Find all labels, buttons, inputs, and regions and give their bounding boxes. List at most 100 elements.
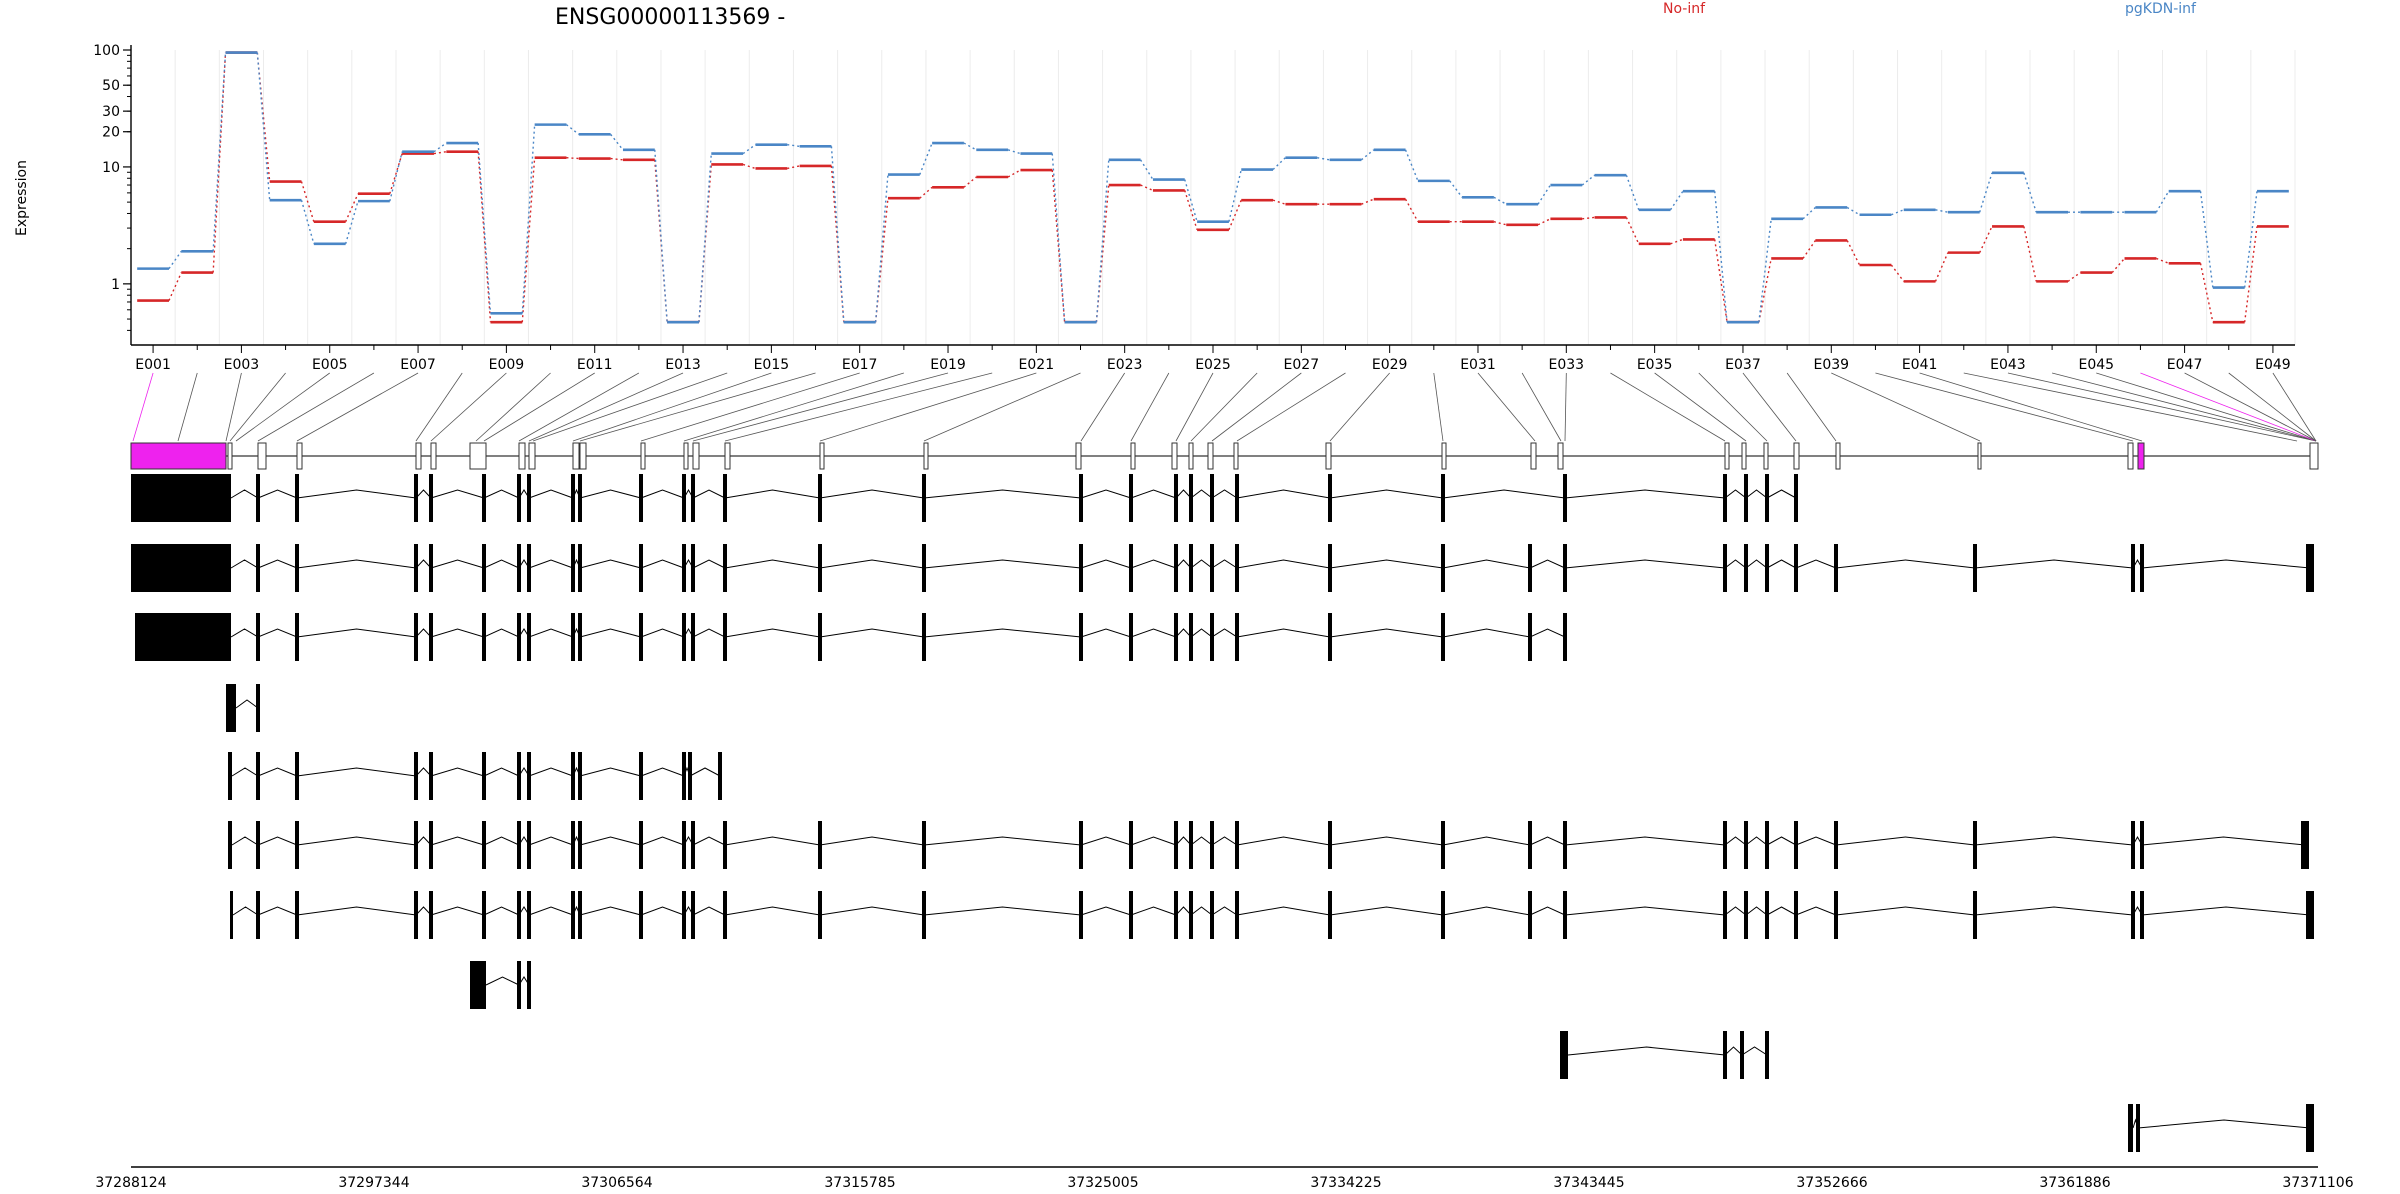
x-tick-label: E019 [930,357,966,373]
transcript-exon [2131,544,2135,592]
x-tick-label: E031 [1460,357,1496,373]
transcript-exon [1328,891,1332,939]
transcript-intron [235,699,259,709]
transcript-exon [1189,613,1193,661]
exon-box [257,442,267,470]
exon-map-line [2272,372,2317,442]
transcript-exon [1973,821,1977,869]
transcript-exon [131,544,231,592]
genomic-axis-label: 37334225 [1310,1175,1381,1190]
transcript-exon [1723,1031,1727,1079]
chart-title: ENSG00000113569 - [555,5,785,30]
transcript-exon [527,891,531,939]
exon-map-line [724,372,993,442]
exon-box [1557,442,1564,470]
x-tick-label: E005 [312,357,348,373]
legend-no-inf: No-inf [1663,1,1706,17]
transcript-intron [231,835,2306,846]
exon-map-line [1742,372,1797,442]
transcript-exon [1765,474,1769,522]
transcript-exon [1563,891,1567,939]
transcript-exon [578,613,582,661]
transcript-exon [682,613,686,661]
transcript-exon [818,613,822,661]
transcript-exon [1129,474,1133,522]
transcript-exon [1235,613,1239,661]
transcript-exon [1834,891,1838,939]
transcript-exon [228,752,232,800]
transcript-exon [527,613,531,661]
transcript-exon [571,474,575,522]
x-tick-label: E037 [1725,357,1761,373]
transcript-exon [682,752,686,800]
exon-map-line [475,372,551,442]
transcript-exon [571,544,575,592]
transcript-exon [2140,891,2144,939]
transcript-exon [2128,1104,2133,1152]
legend-pgkdn-inf: pgKDN-inf [2125,1,2197,17]
transcript-exon [414,474,418,522]
transcript-exon [295,891,299,939]
exon-map-line [2007,372,2317,442]
exon-box [683,442,689,470]
transcript-exon [1129,821,1133,869]
transcript-exon [1744,474,1748,522]
gene-model [130,372,2319,470]
transcript-intron [230,558,2311,569]
transcript-exon [1210,474,1214,522]
transcript-exon [517,891,521,939]
transcript-exon [723,891,727,939]
transcript-exon [1744,821,1748,869]
transcript-exon [1563,544,1567,592]
exon-map-line [572,372,772,442]
transcript-exon [482,821,486,869]
transcript-exon [571,613,575,661]
transcript-exon [688,752,692,800]
transcript-exon [1079,544,1083,592]
transcript-exon [1328,613,1332,661]
y-tick-label: 50 [102,78,120,94]
exon-map-line [1477,372,1536,442]
transcript-exon [527,961,531,1009]
transcript-intron [230,627,1566,638]
exon-map-line [483,372,595,442]
exon-map-line [1875,372,2134,442]
transcript-exon [723,821,727,869]
transcript-exon [429,474,433,522]
transcript-exon [482,752,486,800]
transcript-intron [232,905,2311,916]
transcript-exon [429,891,433,939]
exon-box [1763,442,1769,470]
transcript-exon [414,891,418,939]
exon-map-line [1521,372,1562,442]
exon-box [1325,442,1332,470]
x-tick-label: E033 [1549,357,1585,373]
transcript-exon [578,821,582,869]
exon-box [528,442,536,470]
transcript-exon [230,891,233,939]
transcript-exon [429,821,433,869]
exon-map-line [819,372,1037,442]
x-tick-label: E007 [400,357,436,373]
exon-map-line [1610,372,1726,442]
transcript-exon [1235,544,1239,592]
transcript-exon [429,752,433,800]
genomic-axis-label: 37288124 [95,1175,166,1190]
transcript-exon [723,613,727,661]
transcript-exon [1174,474,1178,522]
transcript-exon [1328,821,1332,869]
transcript-6 [228,821,2309,869]
exon-box [1188,442,1194,470]
transcript-exon [1328,474,1332,522]
transcript-exon [1079,891,1083,939]
transcript-exon [517,821,521,869]
exon-map-line [1786,372,1837,442]
transcript-3 [135,613,1567,661]
transcript-9 [1560,1031,1769,1079]
genomic-axis-label: 37297344 [338,1175,409,1190]
transcript-exon [482,891,486,939]
transcript-exon [1765,544,1769,592]
transcript-exon [1189,821,1193,869]
transcript-exon [578,752,582,800]
transcript-exon [295,821,299,869]
